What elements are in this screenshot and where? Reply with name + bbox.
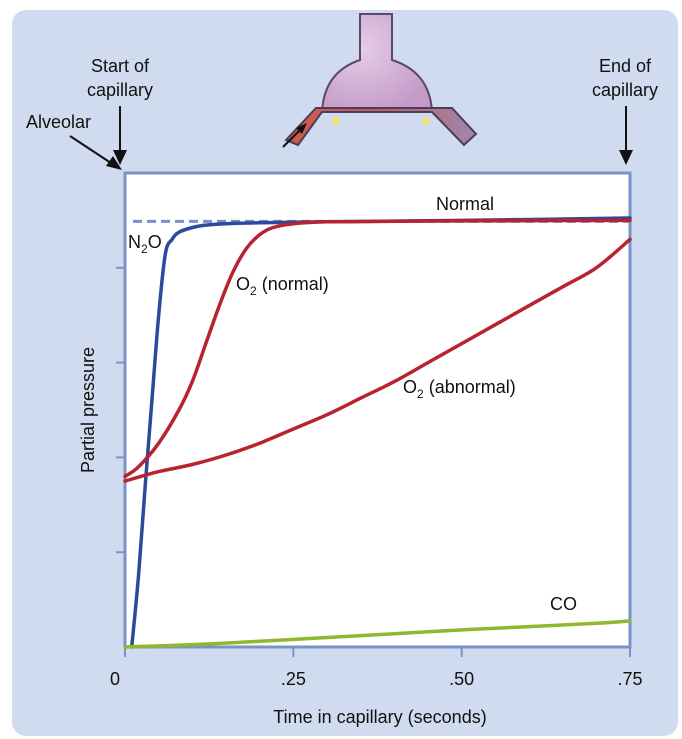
n2o-series-label: N2O bbox=[128, 232, 162, 256]
start-label-line1: Start of bbox=[91, 56, 150, 76]
alveolus-capillary-illustration bbox=[282, 13, 478, 148]
x-axis-title: Time in capillary (seconds) bbox=[273, 707, 486, 727]
x-tick-label-1: .25 bbox=[281, 669, 306, 689]
end-arrow-head bbox=[619, 150, 633, 165]
o2-normal-series-line bbox=[123, 218, 632, 479]
start-label-line2: capillary bbox=[87, 80, 153, 100]
y-axis-ticks bbox=[116, 266, 125, 554]
end-label-line1: End of bbox=[599, 56, 652, 76]
co-series-label: CO bbox=[550, 594, 577, 614]
plot-area bbox=[123, 171, 632, 649]
normal-label: Normal bbox=[436, 194, 494, 214]
o2-normal-series-label: O2 (normal) bbox=[236, 274, 329, 298]
o2-abnormal-series-label: O2 (abnormal) bbox=[403, 377, 516, 401]
alveolar-label: Alveolar bbox=[26, 112, 91, 132]
o2-abnormal-series-line bbox=[123, 237, 632, 483]
alveolar-arrow-head bbox=[106, 156, 122, 170]
x-tick-label-2: .50 bbox=[449, 669, 474, 689]
start-of-capillary-annotation: Start of capillary bbox=[87, 56, 153, 165]
co-series-line bbox=[123, 619, 632, 649]
alveolar-arrow bbox=[69, 135, 115, 166]
x-tick-label-3: .75 bbox=[617, 669, 642, 689]
series-layer bbox=[123, 216, 632, 649]
end-label-line2: capillary bbox=[592, 80, 658, 100]
start-arrow-head bbox=[113, 150, 127, 165]
x-axis-ticks: 0 .25 .50 .75 bbox=[110, 647, 643, 689]
alveolar-annotation: Alveolar bbox=[26, 112, 122, 170]
x-tick-label-0: 0 bbox=[110, 669, 120, 689]
end-of-capillary-annotation: End of capillary bbox=[592, 56, 658, 165]
y-axis-title: Partial pressure bbox=[78, 347, 98, 473]
